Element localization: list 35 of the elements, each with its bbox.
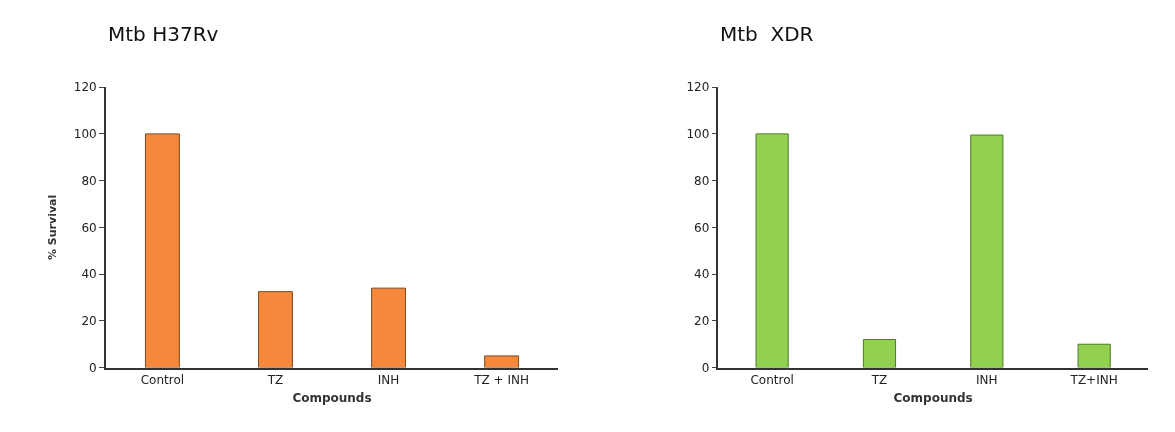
y-tick-label: 20 — [81, 314, 97, 329]
x-tick-label: TZ + INH — [473, 372, 530, 387]
bar — [1077, 343, 1111, 368]
x-tick-label: Control — [140, 372, 185, 387]
y-tick-label: 120 — [686, 80, 710, 95]
x-tick-label: TZ — [266, 372, 284, 387]
bar — [484, 355, 520, 368]
y-axis-title: % Survival — [45, 194, 59, 261]
x-axis-title: Compounds — [893, 391, 973, 406]
x-tick-label: TZ+INH — [1069, 372, 1118, 387]
y-tick-label: 100 — [73, 127, 97, 142]
x-tick-label: INH — [377, 372, 400, 387]
bar — [862, 339, 897, 368]
bar — [755, 133, 789, 368]
y-tick-label: 60 — [694, 220, 710, 235]
y-tick-label: 0 — [89, 360, 97, 375]
x-axis-title: Compounds — [292, 391, 372, 406]
bar — [371, 287, 407, 368]
x-tick-label: Control — [750, 372, 794, 387]
bar — [144, 133, 180, 368]
x-tick-label: TZ — [870, 372, 888, 387]
x-tick-label: INH — [976, 372, 998, 387]
y-tick-label: 80 — [81, 173, 97, 188]
y-tick-label: 120 — [73, 80, 97, 95]
y-tick-label: 60 — [81, 220, 97, 235]
y-tick-label: 40 — [694, 267, 710, 282]
chart-title: Mtb XDR — [720, 22, 814, 46]
y-tick-label: 0 — [701, 360, 710, 375]
chart-title: Mtb H37Rv — [108, 22, 219, 46]
y-tick-label: 100 — [686, 127, 710, 142]
bar — [970, 134, 1004, 368]
y-tick-label: 20 — [694, 314, 710, 329]
y-tick-label: 80 — [694, 173, 710, 188]
y-tick-label: 40 — [81, 267, 97, 282]
bar — [258, 291, 293, 368]
